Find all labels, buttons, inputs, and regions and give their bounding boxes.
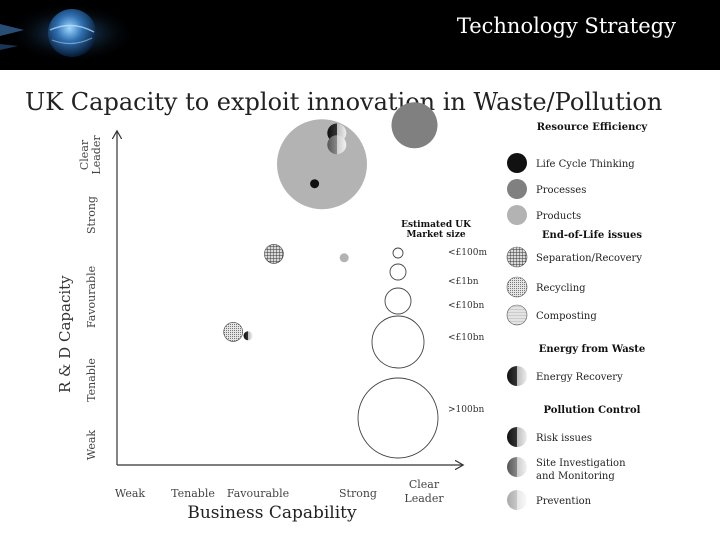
legend-swatch-composting — [506, 304, 528, 326]
x-tick-label-clear-leader: Leader — [404, 492, 444, 505]
market-size-circle — [389, 263, 407, 281]
svg-text:Strong: Strong — [85, 196, 98, 234]
market-size-circle — [357, 377, 439, 459]
legend-swatch-products — [507, 205, 527, 225]
globe-logo-icon — [0, 3, 136, 63]
x-tick-label-clear-leader: Clear — [409, 478, 440, 491]
legend-label-recycling: Recycling — [536, 283, 586, 294]
legend-label-energy-recovery: Energy Recovery — [536, 372, 623, 383]
bubble-site-investigation-and-monitoring — [327, 135, 347, 155]
bubble-processes — [391, 102, 438, 149]
x-axis-label: Business Capability — [187, 503, 357, 523]
x-tick-label-strong: Strong — [339, 487, 377, 500]
legend-label-site-investigation-and-monitoring: Site Investigation and Monitoring — [536, 458, 626, 482]
legend-swatch-prevention — [507, 490, 527, 510]
y-tick-label-tenable: Tenable — [85, 358, 98, 402]
market-size-label: >100bn — [448, 405, 484, 415]
legend-label-separation-recovery: Separation/Recovery — [536, 253, 642, 264]
svg-text:Leader: Leader — [90, 135, 103, 175]
bubble-products — [339, 253, 349, 263]
legend-label-composting: Composting — [536, 311, 597, 322]
header-bar: Technology Strategy — [0, 0, 720, 70]
bubble-separation-recovery — [264, 244, 284, 264]
bubble-life-cycle-thinking — [310, 179, 320, 189]
market-size-label: <£1bn — [448, 277, 479, 287]
market-size-circle — [392, 247, 404, 259]
legend-swatch-risk-issues — [507, 427, 527, 447]
y-axis-label: R & D Capacity — [56, 275, 74, 393]
legend-swatch-processes — [507, 179, 527, 199]
legend-label-products: Products — [536, 211, 581, 222]
legend-group-title-end-of-life-issues: End-of-Life issues — [542, 230, 642, 241]
y-tick-label-weak: Weak — [85, 430, 98, 460]
market-size-legend: Estimated UK Market size <£100m <£1bn <£10bn… — [357, 220, 487, 459]
market-size-legend-title: Estimated UK Market size — [401, 220, 472, 240]
bubble-energy-recovery — [243, 331, 253, 341]
series-legend: Resource Efficiency Life Cycle Thinking Pr… — [506, 122, 649, 510]
bubbles — [223, 102, 438, 342]
y-tick-labels: Weak Tenable Favourable Strong Clear Leader — [78, 135, 103, 460]
bubble-recycling — [223, 322, 243, 342]
legend-group-title-energy-from-waste: Energy from Waste — [539, 344, 646, 355]
y-tick-label-clear-leader: Clear Leader — [78, 135, 103, 175]
market-size-label: <£10bn — [448, 333, 484, 343]
legend-group-title-resource-efficiency: Resource Efficiency — [537, 122, 649, 133]
legend-label-life-cycle-thinking: Life Cycle Thinking — [536, 159, 635, 170]
y-tick-label-strong: Strong — [85, 196, 98, 234]
x-tick-label-tenable: Tenable — [171, 487, 215, 500]
legend-label-processes: Processes — [536, 185, 586, 196]
legend-label-risk-issues: Risk issues — [536, 433, 592, 444]
market-size-label: <£10bn — [448, 301, 484, 311]
legend-swatch-separation-recovery — [506, 246, 528, 268]
market-size-circle — [384, 287, 412, 315]
svg-text:Favourable: Favourable — [85, 266, 98, 328]
legend-swatch-recycling — [506, 276, 528, 298]
slide-title: UK Capacity to exploit innovation in Was… — [25, 88, 663, 116]
legend-group-title-pollution-control: Pollution Control — [544, 405, 641, 416]
svg-text:Tenable: Tenable — [85, 358, 98, 402]
bubble-products — [308, 123, 328, 143]
y-tick-label-favourable: Favourable — [85, 266, 98, 328]
legend-swatch-life-cycle-thinking — [507, 153, 527, 173]
x-tick-label-weak: Weak — [115, 487, 145, 500]
svg-text:Clear: Clear — [78, 139, 91, 170]
header-title: Technology Strategy — [456, 14, 676, 38]
market-size-label: <£100m — [448, 248, 487, 258]
legend-label-prevention: Prevention — [536, 496, 592, 507]
legend-swatch-site-investigation-and-monitoring — [507, 457, 527, 477]
svg-text:Weak: Weak — [85, 430, 98, 460]
x-tick-label-favourable: Favourable — [227, 487, 289, 500]
axes — [117, 132, 462, 465]
legend-swatch-energy-recovery — [507, 366, 527, 386]
market-size-circle — [371, 315, 425, 369]
